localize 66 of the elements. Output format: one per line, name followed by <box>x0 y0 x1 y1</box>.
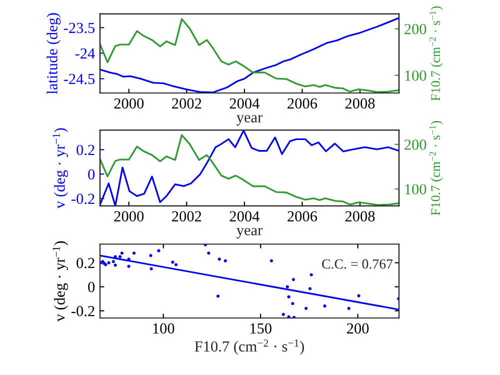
point <box>216 294 220 298</box>
point <box>224 259 227 262</box>
point <box>127 264 130 268</box>
x-tick-label: 2006 <box>288 98 318 109</box>
point <box>171 260 174 264</box>
x-tick-label: 150 <box>250 323 272 334</box>
point <box>292 278 295 282</box>
y-tick-label: -23.5 <box>64 22 95 34</box>
point <box>149 254 152 258</box>
point <box>127 258 130 261</box>
x-tick-label: 2004 <box>230 98 260 109</box>
point <box>291 302 294 306</box>
point <box>112 260 115 264</box>
x-axis-title: year <box>236 115 263 126</box>
y2-axis-title: F10.7 (cm$^{−2}$ · s$^{−1}$) <box>430 120 443 216</box>
y-axis-title: v (deg · yr$^{−1}$) <box>52 128 68 209</box>
point <box>114 255 117 258</box>
x-tick-label: 200 <box>347 323 369 334</box>
x-tick-label: 2002 <box>172 98 202 109</box>
y-axis-title: latitude (deg) <box>46 13 61 94</box>
x-tick-label: 2008 <box>345 211 375 222</box>
y-tick-label: 0 <box>88 282 95 292</box>
point <box>114 264 117 267</box>
y-tick-label: 0.2 <box>76 144 94 156</box>
point <box>310 273 313 276</box>
point <box>157 249 160 252</box>
point <box>207 252 210 255</box>
x-tick-label: 2000 <box>114 98 144 109</box>
y2-tick-label: 200 <box>404 140 426 150</box>
point <box>347 306 350 310</box>
y-tick-label: -24.5 <box>64 74 95 84</box>
point <box>107 261 110 264</box>
point <box>323 304 326 308</box>
point <box>270 259 274 262</box>
point <box>150 267 153 270</box>
point <box>120 252 124 255</box>
point <box>286 285 289 288</box>
x-axis-title: year <box>236 228 263 238</box>
point <box>287 295 290 298</box>
y-tick-label: 0.2 <box>76 258 94 268</box>
x-tick-label: 2004 <box>230 211 260 222</box>
x-tick-label: 100 <box>153 323 174 334</box>
x-tick-label: 2000 <box>114 211 144 222</box>
point <box>218 258 221 261</box>
y2-axis-title: F10.7 (cm$^{−2}$ · s$^{−1}$) <box>430 6 443 101</box>
point <box>282 312 285 316</box>
point <box>118 255 122 258</box>
y2-tick-label: 100 <box>405 184 426 194</box>
y-tick-label: -24 <box>75 48 95 58</box>
y-axis-title: v (deg · yr$^{−1}$) <box>52 241 68 322</box>
y-tick-label: 0 <box>88 169 95 180</box>
y2-tick-label: 100 <box>405 70 426 81</box>
point <box>357 294 360 298</box>
point <box>308 287 312 290</box>
annotation: C.C. = 0.767 <box>322 259 393 269</box>
x-tick-label: 2006 <box>288 211 318 222</box>
y-tick-label: -0.2 <box>72 306 94 316</box>
point <box>304 306 308 310</box>
y2-tick-label: 200 <box>404 24 426 34</box>
x-tick-label: 2008 <box>345 98 375 109</box>
point <box>174 263 178 266</box>
point <box>132 252 136 255</box>
point <box>287 315 290 318</box>
y-tick-label: -0.2 <box>72 194 94 204</box>
x-axis-title: F10.7 (cm$^{−2}$ · s$^{−1}$) <box>194 339 304 355</box>
x-tick-label: 2002 <box>172 211 202 222</box>
